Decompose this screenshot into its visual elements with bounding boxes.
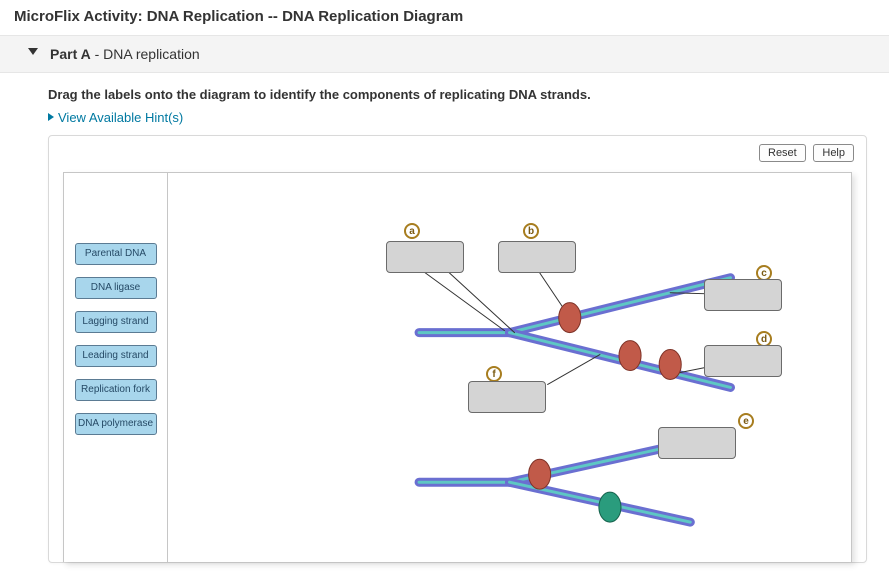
diagram-area[interactable]: a b c d e f [168,173,851,562]
label-chip[interactable]: Lagging strand [75,311,157,333]
marker-e: e [738,413,754,429]
label-chip[interactable]: Parental DNA [75,243,157,265]
triangle-right-icon [48,113,54,121]
marker-f: f [486,366,502,382]
dropzone-f[interactable] [468,381,546,413]
chevron-down-icon [28,48,38,55]
marker-a: a [404,223,420,239]
part-header[interactable]: Part A - DNA replication [0,35,889,73]
reset-button[interactable]: Reset [759,144,806,162]
dropzone-c[interactable] [704,279,782,311]
label-palette: Parental DNA DNA ligase Lagging strand L… [64,173,168,562]
marker-b: b [523,223,539,239]
dropzone-b[interactable] [498,241,576,273]
page-title: MicroFlix Activity: DNA Replication -- D… [0,0,889,35]
dropzone-e[interactable] [658,427,736,459]
part-label-rest: - DNA replication [91,46,200,62]
part-title: Part A - DNA replication [50,46,200,62]
dropzone-a[interactable] [386,241,464,273]
label-chip[interactable]: Leading strand [75,345,157,367]
hints-label: View Available Hint(s) [58,110,183,125]
label-chip[interactable]: Replication fork [75,379,157,401]
canvas-toolbar: Reset Help [755,144,854,162]
label-chip[interactable]: DNA polymerase [75,413,157,435]
workspace: Parental DNA DNA ligase Lagging strand L… [63,172,852,562]
part-label-bold: Part A [50,46,91,62]
dropzone-d[interactable] [704,345,782,377]
help-button[interactable]: Help [813,144,854,162]
label-chip[interactable]: DNA ligase [75,277,157,299]
activity-canvas: Reset Help Parental DNA DNA ligase Laggi… [48,135,867,563]
view-hints-link[interactable]: View Available Hint(s) [0,110,889,135]
instructions-text: Drag the labels onto the diagram to iden… [0,73,889,110]
